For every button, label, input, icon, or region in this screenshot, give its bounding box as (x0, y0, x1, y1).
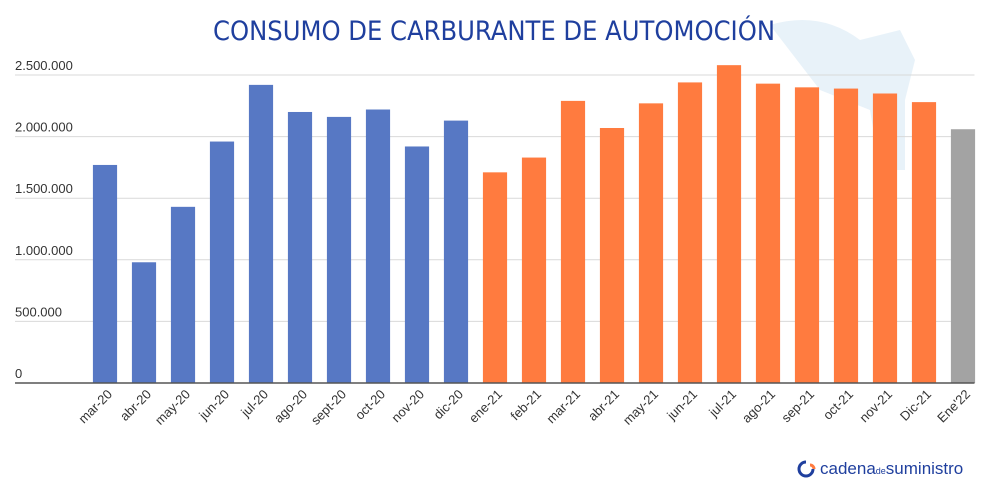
x-tick-label: sept-20 (308, 387, 349, 428)
bar (443, 120, 469, 383)
bar (131, 262, 157, 383)
bar (755, 83, 781, 383)
bar (326, 116, 352, 384)
bar (92, 164, 118, 383)
bar (794, 87, 820, 383)
x-tick-label: Dic-21 (897, 387, 934, 424)
brand-rest: suministro (886, 459, 963, 478)
x-tick-label: oct-21 (820, 387, 856, 423)
bar (872, 93, 898, 383)
bar (170, 206, 196, 383)
x-tick-label: abr-21 (585, 387, 622, 424)
x-tick-label: mar-21 (543, 387, 583, 427)
bar (404, 146, 430, 383)
bar (209, 141, 235, 383)
x-tick-label: may-21 (620, 387, 661, 428)
y-tick-label: 1.000.000 (15, 243, 73, 258)
x-tick-label: ene-21 (466, 387, 505, 426)
brand-small: de (876, 466, 886, 476)
brand-text: cadenadesuministro (820, 459, 963, 478)
x-tick-label: nov-20 (388, 387, 427, 426)
x-tick-label: ago-20 (271, 387, 310, 426)
bar (677, 82, 703, 383)
x-tick-label: nov-21 (856, 387, 895, 426)
x-tick-label: sep-21 (778, 387, 817, 426)
y-tick-label: 0 (15, 366, 22, 381)
bar (716, 65, 742, 383)
brand-logo: cadenadesuministro (797, 459, 963, 478)
bar (833, 88, 859, 384)
y-tick-label: 2.500.000 (15, 58, 73, 73)
bar (248, 84, 274, 383)
x-tick-label: feb-21 (507, 387, 544, 424)
x-tick-label: abr-20 (117, 387, 154, 424)
bar (482, 172, 508, 383)
x-tick-label: jul-21 (705, 387, 739, 421)
x-tick-label: mar-20 (75, 387, 115, 427)
bar (560, 100, 586, 383)
bar (638, 103, 664, 384)
x-tick-label: jun-21 (663, 387, 700, 424)
bar (599, 127, 625, 384)
bar (365, 109, 391, 384)
x-tick-label: ago-21 (739, 387, 778, 426)
chart-title: CONSUMO DE CARBURANTE DE AUTOMOCIÓN (213, 15, 775, 47)
bar (950, 129, 976, 383)
x-tick-label: jul-20 (237, 387, 271, 421)
bar (911, 102, 937, 384)
x-tick-label: jun-20 (195, 387, 232, 424)
x-tick-label: may-20 (152, 387, 193, 428)
x-tick-label: Ene'22 (934, 387, 973, 426)
x-tick-label: oct-20 (352, 387, 388, 423)
bar (287, 111, 313, 383)
y-tick-label: 500.000 (15, 304, 62, 319)
y-tick-label: 2.000.000 (15, 120, 73, 135)
brand-main: cadena (820, 459, 876, 478)
y-tick-label: 1.500.000 (15, 181, 73, 196)
bar (521, 157, 547, 383)
x-tick-label: dic-20 (430, 387, 466, 423)
